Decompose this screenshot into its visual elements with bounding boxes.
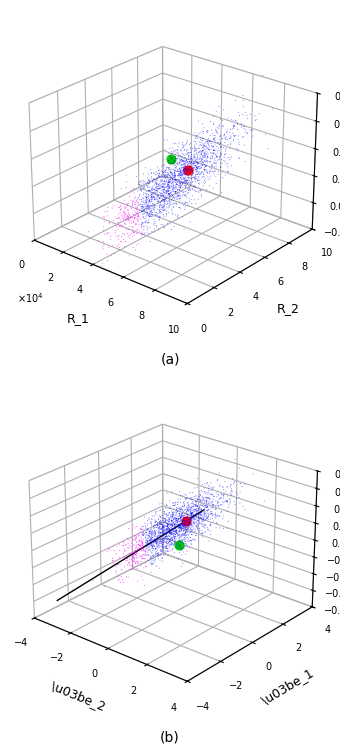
Text: (a): (a) [160,353,180,367]
Text: $\times 10^4$: $\times 10^4$ [17,291,44,305]
Y-axis label: R_2: R_2 [276,302,300,315]
Y-axis label: \u03be_1: \u03be_1 [260,666,316,707]
X-axis label: \u03be_2: \u03be_2 [49,679,107,713]
Text: (b): (b) [160,731,180,745]
X-axis label: R_1: R_1 [66,311,89,324]
